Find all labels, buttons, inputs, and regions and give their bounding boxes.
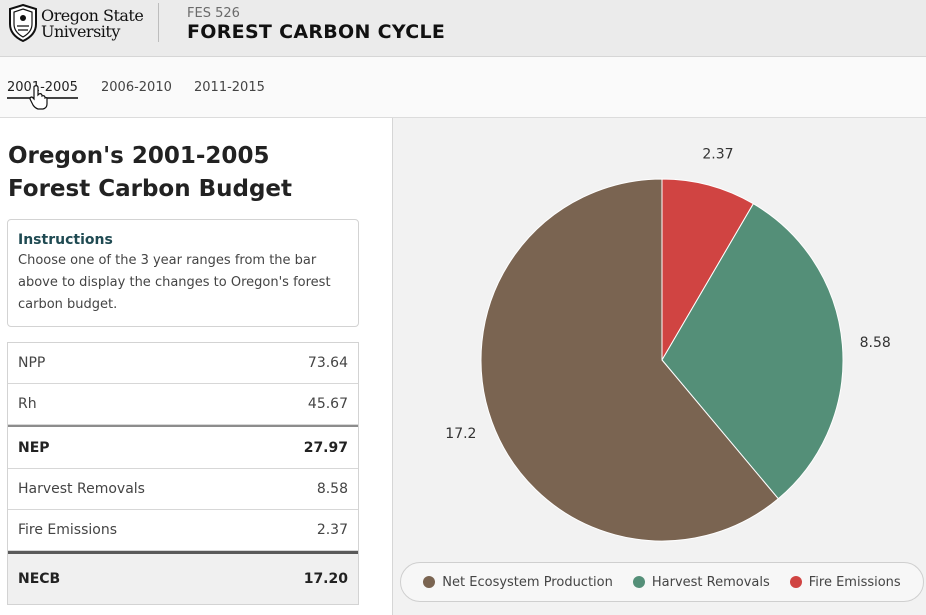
table-row-necb: NECB 17.20 xyxy=(8,551,358,604)
row-value: 17.20 xyxy=(303,571,348,587)
pie-data-label: 2.37 xyxy=(702,146,733,162)
row-value: 2.37 xyxy=(316,522,348,538)
legend-label: Harvest Removals xyxy=(651,574,770,590)
pie-slice-net-ecosystem-production[interactable] xyxy=(480,178,779,542)
row-value: 73.64 xyxy=(307,355,348,371)
row-label: NEP xyxy=(18,439,50,456)
osu-seal-icon xyxy=(9,4,37,42)
legend-item-harvest[interactable]: Harvest Removals xyxy=(632,574,770,590)
header: Oregon State University FES 526 FOREST C… xyxy=(0,0,926,57)
pie-slice-fire-emissions[interactable] xyxy=(661,178,755,362)
chart-panel: 2.37 8.58 17.2 Net Ecosystem Production Ha… xyxy=(392,118,926,615)
row-label: NPP xyxy=(18,355,46,371)
chart-legend: Net Ecosystem Production Harvest Removal… xyxy=(400,562,924,602)
tab-2006-2010[interactable]: 2006-2010 xyxy=(101,80,172,95)
table-row-fire: Fire Emissions 2.37 xyxy=(8,510,358,551)
row-value: 27.97 xyxy=(303,439,348,456)
tab-2011-2015[interactable]: 2011-2015 xyxy=(194,80,265,95)
logo-wordmark: Oregon State University xyxy=(41,6,144,41)
legend-dot-harvest xyxy=(632,576,645,588)
row-value: 45.67 xyxy=(307,396,348,412)
instructions-title: Instructions xyxy=(18,232,113,248)
instructions-box: Instructions Choose one of the 3 year ra… xyxy=(7,219,359,327)
table-row-harvest: Harvest Removals 8.58 xyxy=(8,469,358,510)
row-value: 8.58 xyxy=(316,481,348,497)
pie-data-label: 17.2 xyxy=(445,426,476,442)
row-label: NECB xyxy=(18,571,61,587)
table-row-npp: NPP 73.64 xyxy=(8,343,358,384)
legend-dot-nep xyxy=(423,576,436,588)
table-row-rh: Rh 45.67 xyxy=(8,384,358,425)
header-divider xyxy=(158,3,159,42)
instructions-text: Choose one of the 3 year ranges from the… xyxy=(18,253,331,312)
row-label: Harvest Removals xyxy=(18,481,145,497)
osu-logo[interactable]: Oregon State University xyxy=(8,4,158,44)
legend-label: Net Ecosystem Production xyxy=(442,574,613,590)
course-code: FES 526 xyxy=(187,6,240,21)
year-range-tabs: 2001-2005 2006-2010 2011-2015 xyxy=(0,57,926,118)
page-title: Oregon's 2001-2005 Forest Carbon Budget xyxy=(8,143,293,202)
hand-cursor-icon xyxy=(29,85,48,110)
table-row-nep: NEP 27.97 xyxy=(8,425,358,469)
budget-table: NPP 73.64 Rh 45.67 NEP 27.97 Harvest Rem… xyxy=(7,342,359,605)
carbon-pie-chart: 2.37 8.58 17.2 xyxy=(445,146,891,542)
legend-label: Fire Emissions xyxy=(808,574,901,590)
legend-item-fire[interactable]: Fire Emissions xyxy=(789,574,901,590)
pie-data-label: 8.58 xyxy=(860,335,891,351)
row-label: Fire Emissions xyxy=(18,522,118,538)
legend-item-nep[interactable]: Net Ecosystem Production xyxy=(423,575,613,590)
course-title: FOREST CARBON CYCLE xyxy=(187,21,446,43)
budget-panel: Oregon's 2001-2005 Forest Carbon Budget … xyxy=(0,118,392,615)
logo-line-1: Oregon State xyxy=(41,6,144,25)
row-label: Rh xyxy=(18,396,37,412)
pie-slice-harvest-removals[interactable] xyxy=(661,203,844,500)
logo-line-2: University xyxy=(41,22,120,41)
legend-dot-fire xyxy=(789,576,802,588)
